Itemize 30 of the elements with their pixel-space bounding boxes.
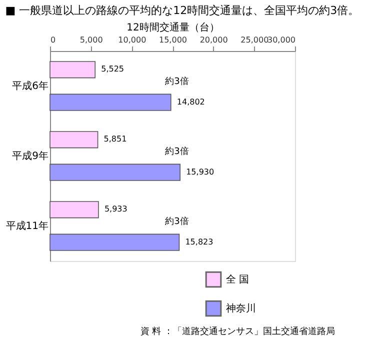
bar	[50, 234, 180, 251]
y-tick-label: 平成11年	[6, 220, 48, 232]
chart-title: ■ 一般県道以上の路線の平均的な12時間交通量は、全国平均の約3倍。	[5, 4, 360, 17]
annotation: 約3倍	[165, 76, 189, 87]
data-label: 15,930	[186, 167, 214, 176]
data-label: 5,933	[104, 204, 128, 214]
x-tick-label: 10,000	[118, 36, 146, 44]
bar	[50, 131, 98, 148]
bar	[50, 61, 96, 78]
x-tick-label: 5,000	[80, 36, 103, 44]
x-axis-title: 12時間交通量（台）	[126, 22, 220, 34]
x-tick-label: 0	[50, 36, 56, 44]
y-tick-label: 平成9年	[12, 150, 48, 162]
x-tick-label: 25,000	[240, 36, 269, 44]
x-tick-label: 30,000	[268, 36, 296, 44]
x-tick-label: 20,000	[200, 36, 228, 44]
bar	[50, 94, 172, 111]
data-label: 5,851	[104, 134, 127, 144]
bar	[50, 201, 99, 218]
data-label: 14,802	[176, 97, 205, 106]
x-tick-label: 15,000	[159, 36, 187, 44]
legend-label: 神奈川	[226, 302, 256, 314]
legend-label: 全 国	[226, 274, 250, 286]
data-label: 15,823	[185, 237, 214, 246]
bar	[50, 164, 180, 181]
data-label: 5,525	[101, 64, 124, 74]
y-tick-label: 平成6年	[12, 80, 48, 92]
annotation: 約3倍	[165, 146, 189, 157]
text: 資 料 ：「道路交通センサス」国土交通省道路局	[140, 326, 335, 337]
annotation: 約3倍	[165, 216, 189, 227]
